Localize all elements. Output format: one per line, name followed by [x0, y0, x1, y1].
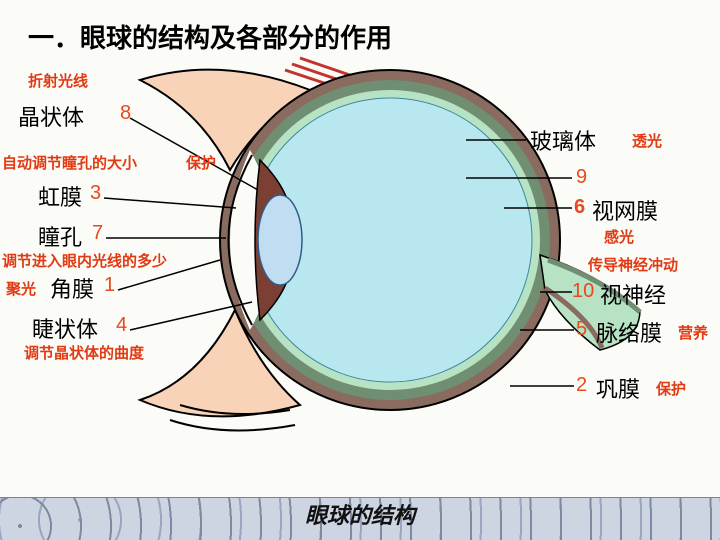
note-sense-light: 感光	[604, 226, 634, 247]
label-iris: 虹膜	[38, 180, 82, 212]
note-protect-2: 保护	[656, 378, 686, 399]
label-sclera: 巩膜	[596, 372, 640, 404]
label-lens: 晶状体	[18, 100, 84, 132]
label-ciliary: 睫状体	[32, 312, 98, 344]
note-focus: 聚光	[6, 278, 36, 299]
num-10: 10	[572, 280, 594, 303]
note-transparent: 透光	[632, 130, 662, 151]
num-1: 1	[104, 274, 115, 297]
note-ciliary: 调节晶状体的曲度	[24, 342, 144, 363]
label-choroid: 脉络膜	[596, 316, 662, 348]
num-4: 4	[116, 314, 127, 337]
num-8: 8	[120, 102, 131, 125]
note-pupil: 调节进入眼内光线的多少	[2, 250, 167, 271]
note-refract: 折射光线	[28, 70, 88, 91]
label-cornea: 角膜	[50, 272, 94, 304]
num-3: 3	[90, 182, 101, 205]
num-6: 6	[574, 196, 585, 219]
num-5: 5	[576, 318, 587, 341]
label-optic-nerve: 视神经	[600, 278, 666, 310]
note-conduct: 传导神经冲动	[588, 254, 678, 275]
label-pupil: 瞳孔	[38, 220, 82, 252]
note-protect-1: 保护	[186, 152, 216, 173]
num-9: 9	[576, 166, 587, 189]
note-nutrition: 营养	[678, 322, 708, 343]
num-7: 7	[92, 222, 103, 245]
label-vitreous: 玻璃体	[530, 124, 596, 156]
page-title: 一．眼球的结构及各部分的作用	[28, 18, 392, 55]
footer-text: 眼球的结构	[0, 498, 720, 530]
label-retina: 视网膜	[592, 194, 658, 226]
note-iris-auto: 自动调节瞳孔的大小	[2, 152, 137, 173]
num-2: 2	[576, 374, 587, 397]
